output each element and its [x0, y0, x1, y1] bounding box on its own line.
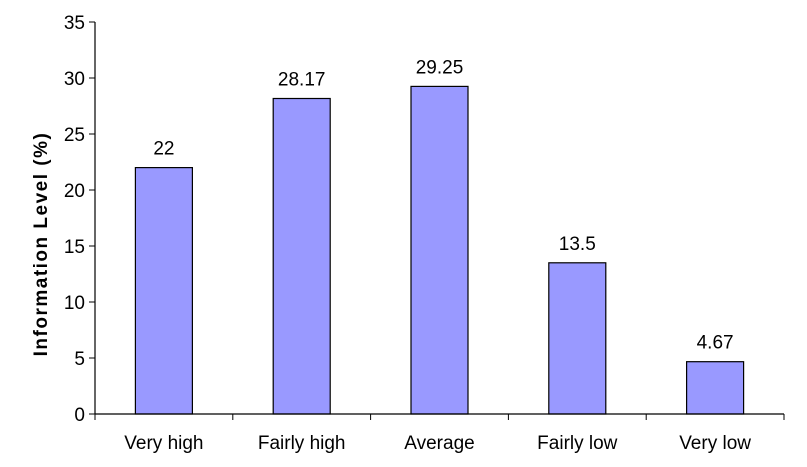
bar-value-label: 29.25: [416, 57, 464, 78]
y-tick-label: 10: [64, 293, 85, 314]
bar: [410, 85, 469, 415]
x-category-label: Very low: [679, 433, 751, 454]
bars: 22 28.17 29.25 13.5 4.67: [134, 57, 745, 415]
x-category-label: Fairly high: [258, 433, 346, 454]
x-category-label: Average: [404, 433, 474, 454]
bar-value-label: 28.17: [278, 69, 326, 90]
bar: [272, 97, 331, 415]
bar: [685, 361, 745, 415]
y-axis-title: Information Level (%): [31, 132, 52, 357]
bar-value-label: 4.67: [697, 333, 734, 354]
bar: [548, 262, 607, 415]
y-tick-label: 30: [64, 69, 85, 90]
y-axis-ticks: 0 5 10 15 20 25 30 35: [64, 13, 95, 426]
bar-value-label: 22: [153, 139, 174, 160]
y-tick-label: 20: [64, 181, 85, 202]
axes: [94, 22, 784, 415]
bar: [134, 167, 193, 415]
x-category-label: Fairly low: [537, 433, 618, 454]
x-category-label: Very high: [124, 433, 203, 454]
x-axis-categories: Very high Fairly high Average Fairly low Ver…: [94, 414, 785, 454]
y-tick-label: 25: [64, 125, 85, 146]
y-tick-label: 5: [74, 349, 85, 370]
y-tick-label: 35: [64, 13, 85, 34]
y-tick-label: 15: [64, 237, 85, 258]
y-tick-label: 0: [74, 405, 85, 426]
bar-value-label: 13.5: [559, 234, 596, 255]
